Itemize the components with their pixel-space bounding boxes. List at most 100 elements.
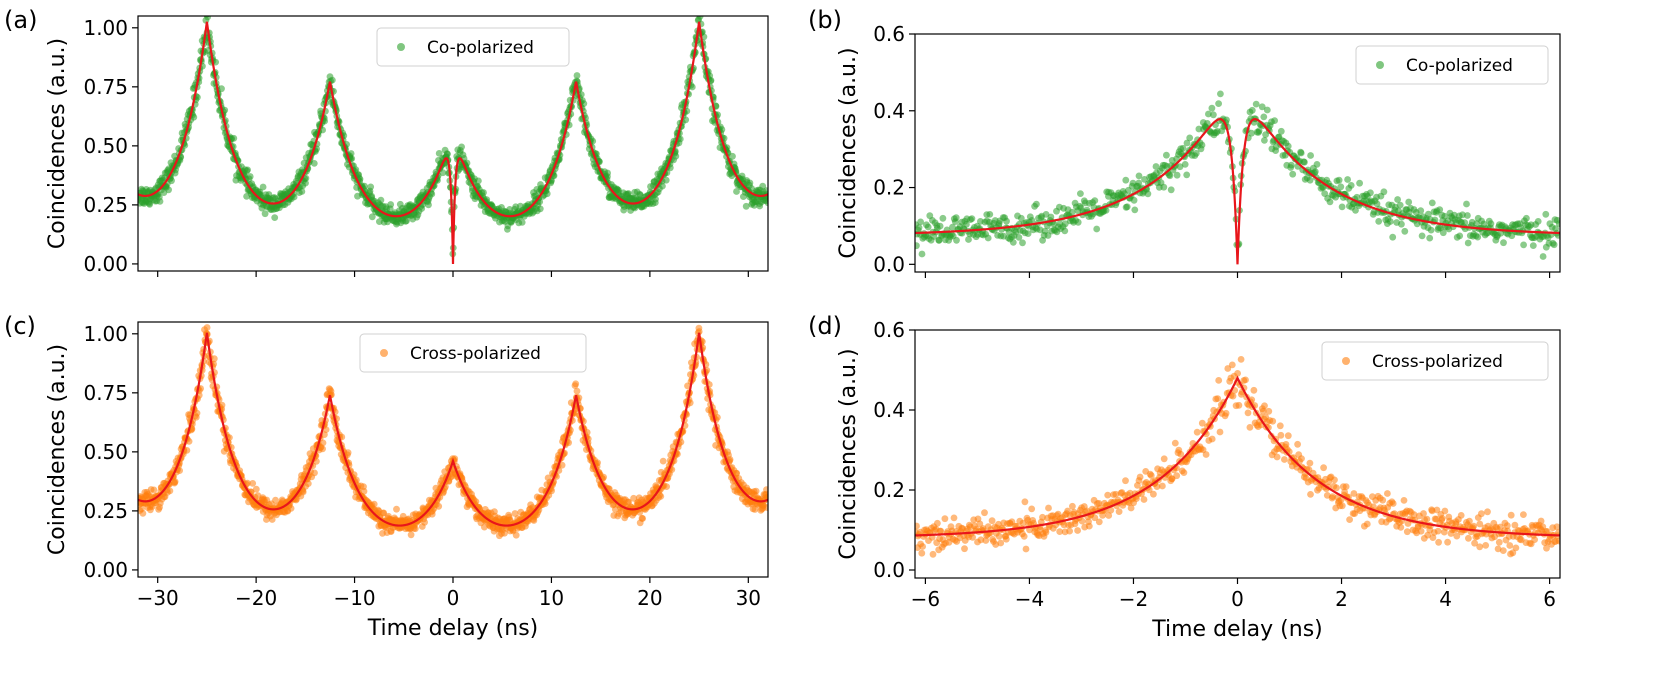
y-axis-label: Coincidences (a.u.) xyxy=(45,344,70,555)
data-point xyxy=(1464,239,1472,247)
data-point xyxy=(287,505,295,512)
data-point xyxy=(1179,144,1187,152)
data-point xyxy=(1112,490,1120,498)
data-point xyxy=(688,83,696,91)
data-point xyxy=(1500,239,1507,247)
data-point xyxy=(657,493,665,500)
data-point xyxy=(1273,453,1281,461)
data-point xyxy=(1507,511,1515,519)
data-point xyxy=(1353,193,1361,201)
data-point xyxy=(1024,230,1032,238)
data-point xyxy=(663,483,670,490)
scatter-series xyxy=(915,90,1560,260)
data-point xyxy=(1397,524,1405,531)
data-point xyxy=(1367,189,1374,197)
data-point xyxy=(1542,210,1550,218)
data-point xyxy=(1229,392,1237,400)
data-point xyxy=(310,160,318,167)
legend: Cross-polarized xyxy=(359,333,587,373)
legend: Co-polarized xyxy=(376,27,570,67)
data-point xyxy=(1177,450,1185,458)
data-point xyxy=(1123,203,1131,211)
data-point xyxy=(1344,176,1351,183)
data-point xyxy=(1074,218,1082,226)
data-point xyxy=(1433,506,1441,514)
data-point xyxy=(662,176,670,184)
data-point xyxy=(1020,533,1028,540)
data-point xyxy=(1202,451,1210,458)
y-tick-label: 0.00 xyxy=(83,252,128,276)
data-point xyxy=(218,85,225,93)
data-point xyxy=(1140,496,1148,503)
y-tick-label: 0.0 xyxy=(873,558,905,582)
data-point xyxy=(1002,535,1010,543)
data-point xyxy=(536,205,544,213)
data-point xyxy=(1506,542,1514,549)
x-tick-label: 30 xyxy=(736,586,761,610)
data-point xyxy=(1346,516,1353,523)
data-point xyxy=(1102,207,1110,214)
data-point xyxy=(1022,545,1030,553)
data-point xyxy=(1173,171,1181,179)
data-point xyxy=(988,517,996,525)
data-point xyxy=(146,200,154,208)
data-point xyxy=(1474,233,1482,241)
data-point xyxy=(367,183,375,191)
data-point xyxy=(1017,214,1025,222)
data-point xyxy=(1210,111,1217,119)
data-point xyxy=(918,549,926,557)
data-point xyxy=(421,518,428,526)
data-point xyxy=(518,219,526,226)
data-point xyxy=(1511,521,1519,529)
fit-line xyxy=(915,118,1560,265)
data-point xyxy=(950,514,958,522)
legend-marker xyxy=(380,349,388,357)
data-point xyxy=(695,328,703,335)
data-point xyxy=(696,16,704,20)
x-axis-label: Time delay (ns) xyxy=(367,616,539,641)
data-point xyxy=(982,537,990,544)
data-point xyxy=(268,516,276,523)
data-point xyxy=(1208,435,1216,443)
data-point xyxy=(204,16,211,21)
data-point xyxy=(1550,241,1558,249)
data-point xyxy=(937,527,945,535)
data-point xyxy=(1534,218,1542,225)
data-point xyxy=(1107,506,1115,514)
data-point xyxy=(1091,197,1099,205)
data-point xyxy=(1337,496,1345,504)
data-point xyxy=(1246,424,1254,431)
data-point xyxy=(302,174,310,182)
data-point xyxy=(377,196,385,204)
data-point xyxy=(1131,206,1139,214)
data-point xyxy=(165,186,173,194)
data-point xyxy=(1356,179,1363,187)
data-point xyxy=(1494,545,1502,553)
data-point xyxy=(733,469,740,477)
data-point xyxy=(997,539,1005,547)
data-point xyxy=(150,486,158,494)
y-tick-label: 0.25 xyxy=(83,499,128,523)
data-point xyxy=(368,213,376,221)
data-point xyxy=(676,135,684,143)
y-tick-label: 0.2 xyxy=(873,176,905,200)
legend-label: Cross-polarized xyxy=(410,344,541,364)
x-tick-label: 2 xyxy=(1335,587,1348,611)
data-point xyxy=(244,166,252,174)
data-point xyxy=(1261,402,1268,410)
data-point xyxy=(1193,428,1201,436)
data-point xyxy=(1214,395,1222,402)
data-point xyxy=(1019,239,1026,247)
data-point xyxy=(953,236,960,244)
data-point xyxy=(272,496,279,504)
data-point xyxy=(1461,219,1469,227)
data-point xyxy=(380,509,388,517)
data-point xyxy=(444,150,451,158)
data-point xyxy=(580,100,588,107)
data-point xyxy=(763,504,768,511)
data-point xyxy=(1127,504,1135,512)
y-axis-label: Coincidences (a.u.) xyxy=(45,38,70,249)
data-point xyxy=(1466,517,1473,525)
data-point xyxy=(1167,186,1175,194)
y-tick-label: 0.0 xyxy=(873,252,905,276)
